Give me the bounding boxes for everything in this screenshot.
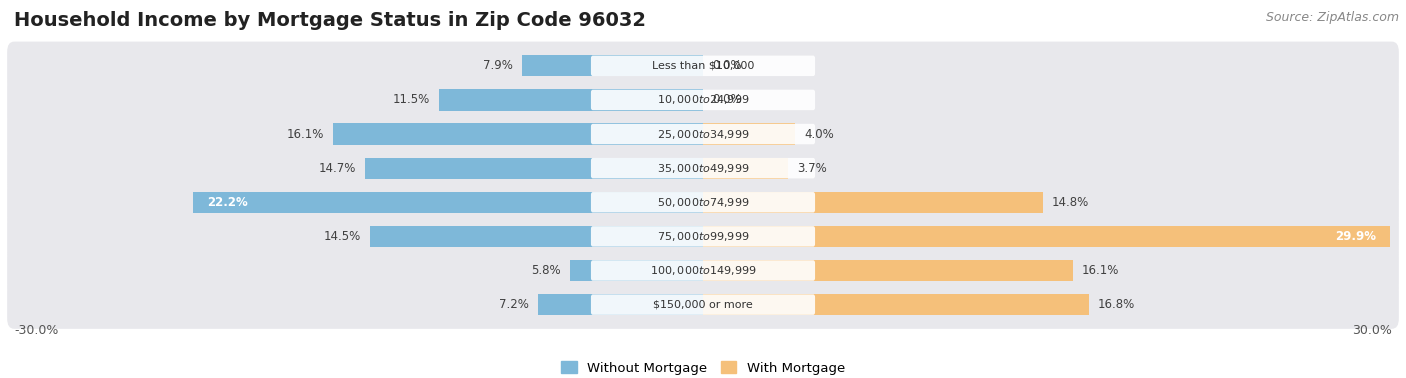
Bar [703,192,1043,213]
Bar [366,158,703,179]
Bar [522,55,703,76]
FancyBboxPatch shape [591,192,815,212]
Text: 3.7%: 3.7% [797,162,827,175]
FancyBboxPatch shape [591,294,815,315]
FancyBboxPatch shape [7,246,1399,295]
Text: 16.1%: 16.1% [287,127,323,141]
Text: Household Income by Mortgage Status in Zip Code 96032: Household Income by Mortgage Status in Z… [14,11,647,30]
FancyBboxPatch shape [7,42,1399,90]
Text: $10,000 to $24,999: $10,000 to $24,999 [657,93,749,107]
Text: $35,000 to $49,999: $35,000 to $49,999 [657,162,749,175]
Text: 5.8%: 5.8% [531,264,561,277]
Text: 4.0%: 4.0% [804,127,834,141]
Text: 30.0%: 30.0% [1353,324,1392,338]
Text: 29.9%: 29.9% [1334,230,1376,243]
Bar [370,226,703,247]
Text: 14.5%: 14.5% [323,230,361,243]
Text: 11.5%: 11.5% [392,93,430,107]
FancyBboxPatch shape [7,280,1399,329]
Text: 0.0%: 0.0% [713,93,742,107]
Bar [439,89,703,110]
Text: $75,000 to $99,999: $75,000 to $99,999 [657,230,749,243]
FancyBboxPatch shape [591,226,815,246]
Text: -30.0%: -30.0% [14,324,59,338]
FancyBboxPatch shape [591,260,815,281]
Bar [193,192,703,213]
Text: $25,000 to $34,999: $25,000 to $34,999 [657,127,749,141]
Text: 22.2%: 22.2% [207,196,247,209]
Bar [537,294,703,315]
Text: 16.1%: 16.1% [1083,264,1119,277]
Text: 14.7%: 14.7% [319,162,356,175]
Bar [333,124,703,145]
Text: $100,000 to $149,999: $100,000 to $149,999 [650,264,756,277]
Text: Source: ZipAtlas.com: Source: ZipAtlas.com [1265,11,1399,24]
FancyBboxPatch shape [7,110,1399,158]
FancyBboxPatch shape [7,178,1399,226]
Text: 7.2%: 7.2% [499,298,529,311]
Bar [703,226,1389,247]
FancyBboxPatch shape [591,158,815,178]
Text: $50,000 to $74,999: $50,000 to $74,999 [657,196,749,209]
FancyBboxPatch shape [591,90,815,110]
FancyBboxPatch shape [7,76,1399,124]
Text: Less than $10,000: Less than $10,000 [652,61,754,71]
Text: 7.9%: 7.9% [482,59,512,72]
Bar [703,294,1088,315]
Bar [703,260,1073,281]
Text: $150,000 or more: $150,000 or more [654,300,752,310]
FancyBboxPatch shape [7,144,1399,192]
Legend: Without Mortgage, With Mortgage: Without Mortgage, With Mortgage [555,356,851,378]
Bar [703,158,787,179]
Text: 0.0%: 0.0% [713,59,742,72]
FancyBboxPatch shape [591,124,815,144]
Bar [703,124,794,145]
FancyBboxPatch shape [591,56,815,76]
FancyBboxPatch shape [7,212,1399,260]
Bar [569,260,703,281]
Text: 14.8%: 14.8% [1052,196,1090,209]
Text: 16.8%: 16.8% [1098,298,1135,311]
